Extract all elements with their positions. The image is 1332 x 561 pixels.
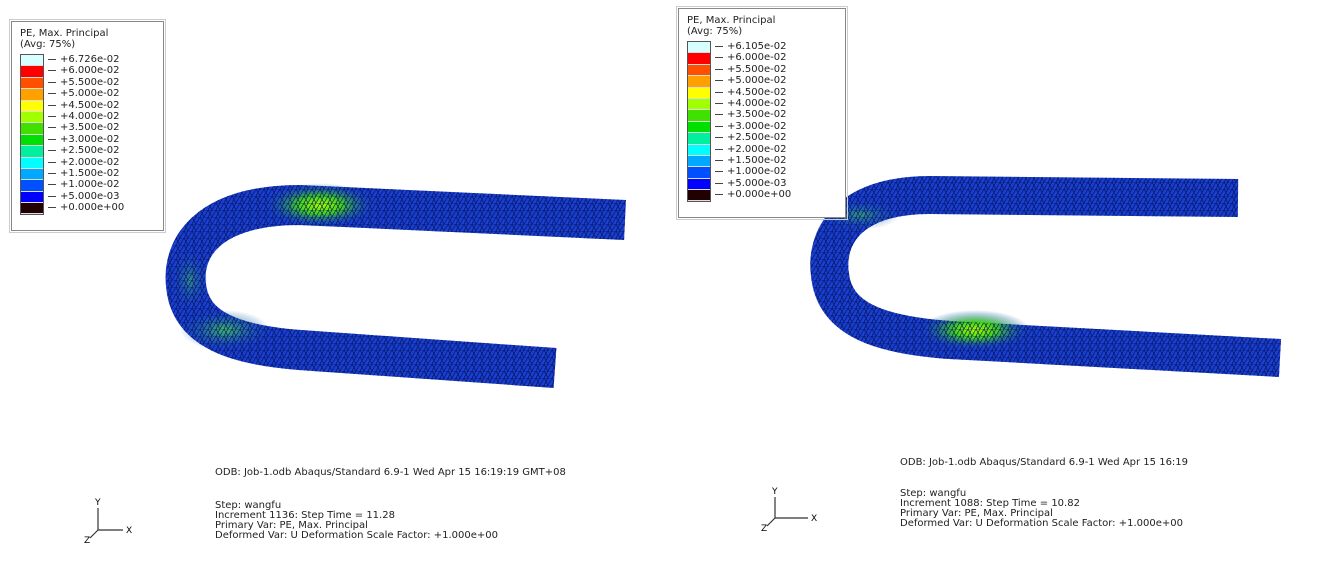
legend-subtitle: (Avg: 75%) — [20, 39, 76, 50]
step-label: Step: wangfu — [900, 488, 967, 499]
legend-value: +4.000e-02 — [48, 111, 124, 122]
legend-value: +3.000e-02 — [48, 134, 124, 145]
color-swatch — [21, 123, 43, 135]
color-swatch — [21, 111, 43, 124]
color-swatch — [21, 203, 43, 215]
legend-value: +6.105e-02 — [715, 41, 791, 52]
legend-value: +5.000e-03 — [715, 178, 791, 189]
legend-value: +3.000e-02 — [715, 121, 791, 132]
increment-label: Increment 1088: Step Time = 10.82 — [900, 498, 1080, 509]
color-swatch — [21, 134, 43, 147]
legend-value: +5.000e-02 — [48, 88, 124, 99]
color-swatch — [688, 87, 710, 99]
axis-label-y: Y — [94, 498, 101, 508]
deformed-part-left — [165, 183, 626, 388]
axis-triad-right — [766, 497, 808, 527]
color-swatch — [688, 64, 710, 77]
odb-info: ODB: Job-1.odb Abaqus/Standard 6.9-1 Wed… — [215, 467, 566, 478]
legend-value: +0.000e+00 — [48, 202, 124, 213]
color-swatch — [21, 168, 43, 181]
color-swatch — [21, 180, 43, 192]
color-swatch — [688, 144, 710, 156]
legend-value: +2.000e-02 — [715, 144, 791, 155]
deformed-var-label: Deformed Var: U Deformation Scale Factor… — [215, 530, 498, 541]
legend-value: +1.000e-02 — [48, 179, 124, 190]
legend-value: +6.000e-02 — [48, 65, 124, 76]
legend-value: +3.500e-02 — [715, 109, 791, 120]
axis-label-y: Y — [771, 487, 778, 497]
axis-label-z: Z — [761, 524, 767, 534]
axis-label-x: X — [126, 526, 132, 536]
deformed-part-right — [810, 175, 1282, 377]
color-swatch — [688, 110, 710, 122]
color-swatch — [21, 77, 43, 90]
legend-value: +2.500e-02 — [48, 145, 124, 156]
deformed-var-label: Deformed Var: U Deformation Scale Factor… — [900, 518, 1183, 529]
primary-var-label: Primary Var: PE, Max. Principal — [215, 520, 368, 531]
color-swatch — [688, 53, 710, 65]
axis-label-z: Z — [84, 536, 90, 546]
color-swatch — [21, 191, 43, 204]
color-swatch — [21, 55, 43, 67]
color-swatch — [688, 155, 710, 168]
viewport-info-right: Step: wangfu Increment 1088: Step Time =… — [900, 489, 1183, 529]
color-swatch — [21, 66, 43, 78]
legend-value: +6.000e-02 — [715, 52, 791, 63]
legend-value: +2.000e-02 — [48, 157, 124, 168]
legend-value: +0.000e+00 — [715, 189, 791, 200]
color-swatch — [688, 167, 710, 179]
color-swatch — [688, 42, 710, 54]
color-scale — [20, 54, 44, 216]
legend-value: +1.500e-02 — [48, 168, 124, 179]
legend-value: +4.000e-02 — [715, 98, 791, 109]
legend-value: +1.000e-02 — [715, 166, 791, 177]
legend-value: +6.726e-02 — [48, 54, 124, 65]
legend-right[interactable]: PE, Max. Principal (Avg: 75%) +6.105e-02… — [676, 6, 848, 220]
legend-value: +4.500e-02 — [48, 100, 124, 111]
legend-value: +5.500e-02 — [48, 77, 124, 88]
legend-value: +3.500e-02 — [48, 122, 124, 133]
color-swatch — [21, 157, 43, 169]
primary-var-label: Primary Var: PE, Max. Principal — [900, 508, 1053, 519]
axis-triad-left — [89, 508, 123, 539]
color-swatch — [21, 146, 43, 158]
color-scale — [687, 41, 711, 203]
legend-value: +2.500e-02 — [715, 132, 791, 143]
color-swatch — [688, 121, 710, 134]
color-swatch — [688, 133, 710, 145]
legend-title: PE, Max. Principal — [687, 15, 776, 26]
color-swatch — [688, 190, 710, 202]
legend-title: PE, Max. Principal — [20, 28, 109, 39]
legend-value: +1.500e-02 — [715, 155, 791, 166]
legend-value: +5.500e-02 — [715, 64, 791, 75]
legend-value: +5.000e-02 — [715, 75, 791, 86]
increment-label: Increment 1136: Step Time = 11.28 — [215, 510, 395, 521]
color-swatch — [21, 89, 43, 101]
color-swatch — [688, 76, 710, 88]
legend-subtitle: (Avg: 75%) — [687, 26, 743, 37]
step-label: Step: wangfu — [215, 500, 282, 511]
legend-value: +4.500e-02 — [715, 87, 791, 98]
axis-label-x: X — [811, 514, 817, 524]
color-swatch — [21, 100, 43, 112]
viewport-info-left: Step: wangfu Increment 1136: Step Time =… — [215, 501, 498, 541]
odb-info: ODB: Job-1.odb Abaqus/Standard 6.9-1 Wed… — [900, 457, 1189, 468]
color-swatch — [688, 98, 710, 111]
legend-value: +5.000e-03 — [48, 191, 124, 202]
legend-left[interactable]: PE, Max. Principal (Avg: 75%) +6.726e-02… — [9, 19, 166, 233]
color-swatch — [688, 178, 710, 191]
